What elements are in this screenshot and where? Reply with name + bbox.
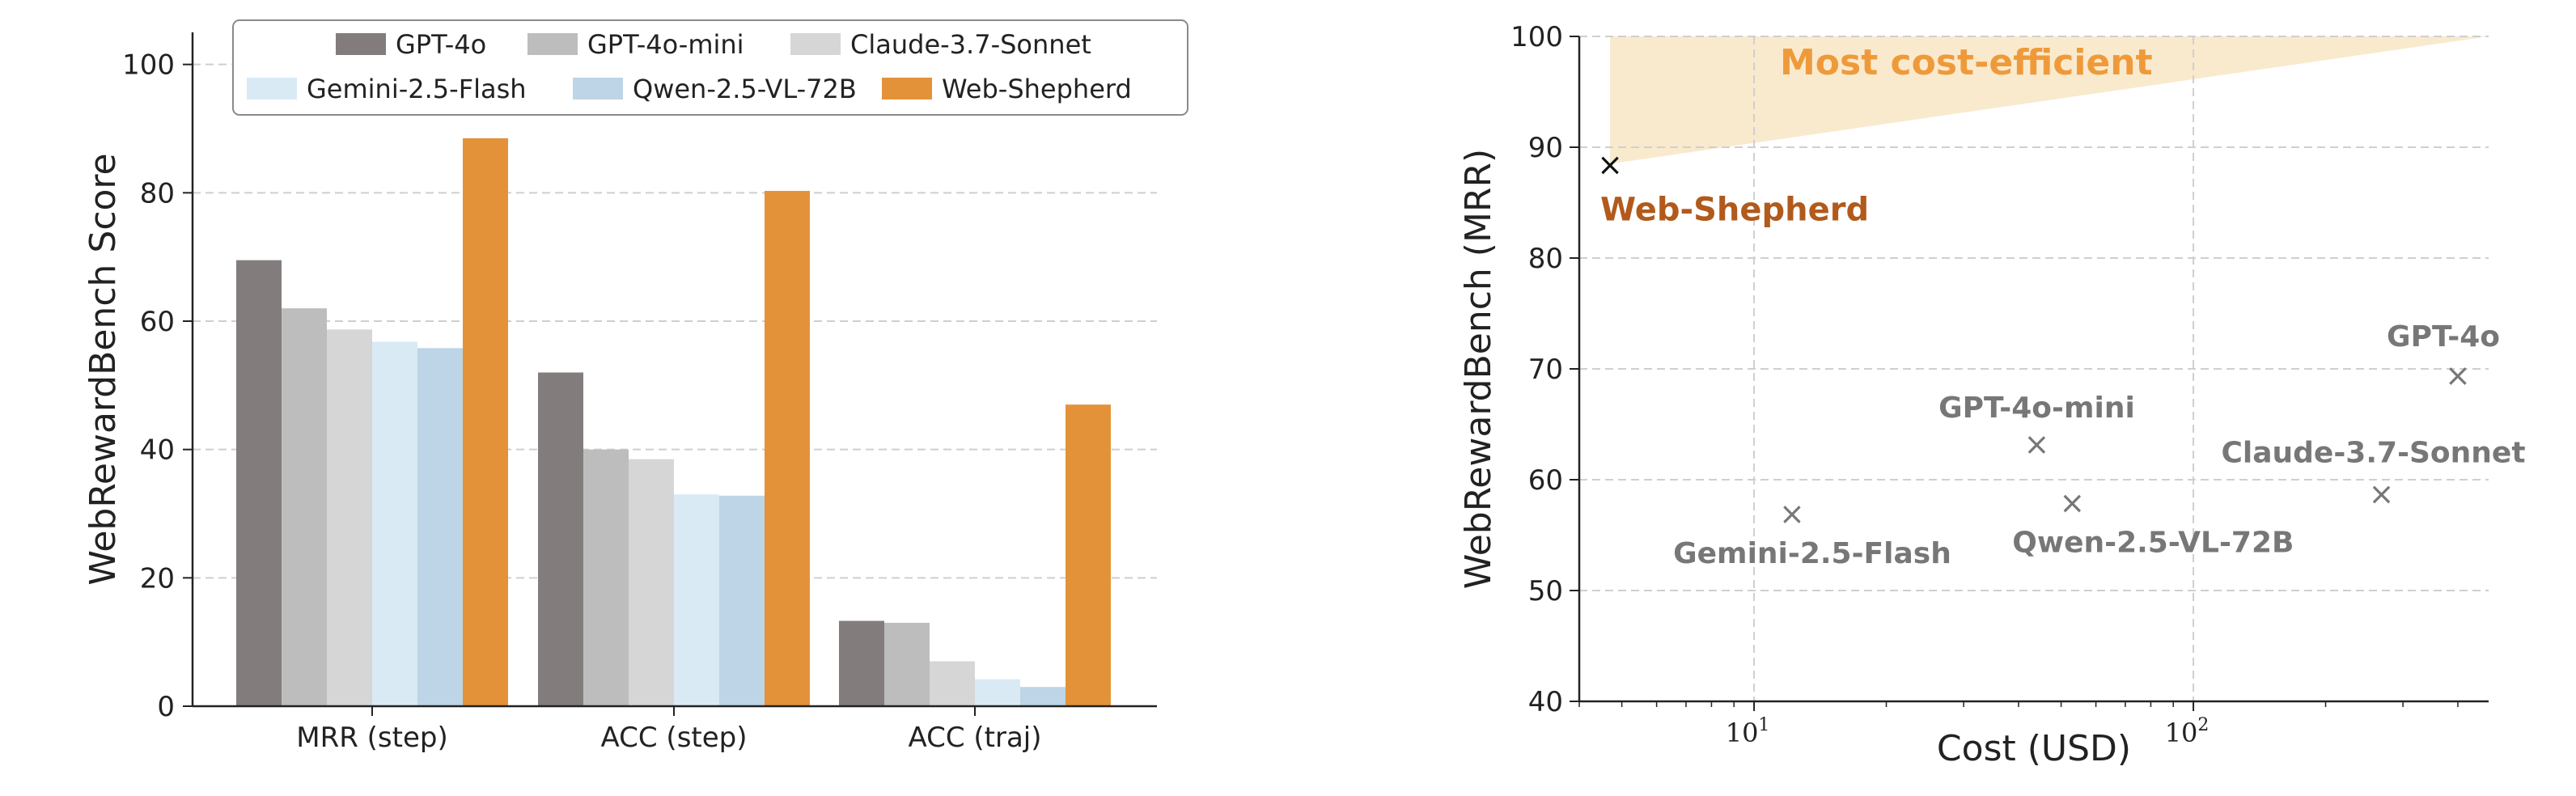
point-label-gpt-4o: GPT-4o: [2387, 320, 2500, 354]
marker-gpt-4o: ×: [2445, 358, 2471, 393]
bar-gemini-2-5-flash-mrr-step: [372, 341, 417, 706]
marker-gpt-4o-mini: ×: [2024, 426, 2050, 462]
legend: GPT-4o GPT-4o-mini Claude-3.7-Sonnet Gemini…: [232, 19, 1188, 116]
bar-gpt-4o-mini-acc-step: [583, 449, 629, 706]
y-tick-label: 40: [140, 434, 175, 467]
legend-swatch-web-shepherd: [882, 78, 932, 100]
x-tick-label: 101: [1726, 715, 1770, 748]
y-tick-label: 100: [1510, 21, 1563, 53]
y-tick-label: 70: [1528, 354, 1563, 386]
bar-claude-3-7-sonnet-mrr-step: [327, 329, 372, 706]
highlight-label: Most cost-efficient: [1780, 42, 2153, 83]
y-tick-label: 50: [1528, 575, 1563, 608]
y-axis-title: WebRewardBench Score: [83, 153, 124, 585]
bar-gemini-2-5-flash-acc-traj: [975, 679, 1020, 706]
x-axis-title: Cost (USD): [1937, 728, 2131, 769]
point-label-gemini-2-5-flash: Gemini-2.5-Flash: [1673, 537, 1951, 570]
x-tick-label-acc-step: ACC (step): [600, 722, 747, 754]
y-tick-label: 20: [140, 562, 175, 595]
point-label-web-shepherd: Web-Shepherd: [1600, 192, 1869, 229]
x-tick-label: 102: [2165, 715, 2210, 748]
legend-label-gpt-4o-mini: GPT-4o-mini: [587, 29, 744, 60]
bar-claude-3-7-sonnet-acc-traj: [930, 661, 975, 706]
marker-gemini-2-5-flash: ×: [1779, 496, 1805, 531]
bar-qwen-2-5-vl-72b-acc-step: [719, 495, 765, 706]
x-tick-base: 10: [1726, 718, 1759, 748]
x-tick-base: 10: [2165, 718, 2198, 748]
y-tick-label: 100: [122, 49, 175, 82]
x-tick-exponent: 1: [1758, 715, 1769, 735]
legend-swatch-gpt-4o-mini: [527, 33, 578, 55]
legend-label-gpt-4o: GPT-4o: [396, 29, 486, 60]
bar-web-shepherd-acc-step: [765, 190, 810, 706]
y-tick-label: 60: [1528, 464, 1563, 497]
point-label-claude-3-7-sonnet: Claude-3.7-Sonnet: [2221, 436, 2525, 469]
bar-web-shepherd-mrr-step: [463, 138, 508, 706]
x-tick-exponent: 2: [2197, 715, 2209, 735]
y-tick-label: 40: [1528, 686, 1563, 718]
y-tick-label: 80: [140, 177, 175, 210]
x-tick-label-acc-traj: ACC (traj): [908, 722, 1041, 754]
bar-qwen-2-5-vl-72b-acc-traj: [1020, 687, 1066, 706]
y-tick-label: 80: [1528, 243, 1563, 275]
legend-swatch-gpt-4o: [336, 33, 386, 55]
bar-gemini-2-5-flash-acc-step: [674, 494, 719, 706]
marker-qwen-2-5-vl-72b: ×: [2059, 485, 2085, 520]
y-tick-label: 90: [1528, 132, 1563, 164]
y-axis-title: WebRewardBench (MRR): [1458, 149, 1499, 589]
point-label-qwen-2-5-vl-72b: Qwen-2.5-VL-72B: [2012, 526, 2294, 559]
legend-label-qwen-2-5-vl-72b: Qwen-2.5-VL-72B: [633, 74, 857, 104]
legend-label-gemini-2-5-flash: Gemini-2.5-Flash: [307, 74, 527, 104]
cost-efficient-region: [1610, 36, 2489, 164]
marker-claude-3-7-sonnet: ×: [2369, 476, 2395, 511]
bar-gpt-4o-mini-mrr-step: [282, 308, 327, 706]
bar-web-shepherd-acc-traj: [1066, 404, 1111, 706]
legend-label-claude-3-7-sonnet: Claude-3.7-Sonnet: [850, 29, 1091, 60]
bar-gpt-4o-mrr-step: [236, 260, 282, 707]
bar-gpt-4o-acc-step: [538, 372, 583, 706]
legend-label-web-shepherd: Web-Shepherd: [942, 74, 1132, 104]
legend-box: [232, 19, 1188, 116]
y-tick-label: 0: [157, 691, 175, 723]
bar-qwen-2-5-vl-72b-mrr-step: [417, 348, 463, 706]
legend-swatch-gemini-2-5-flash: [247, 78, 297, 100]
legend-swatch-qwen-2-5-vl-72b: [573, 78, 623, 100]
point-label-gpt-4o-mini: GPT-4o-mini: [1938, 392, 2135, 425]
bar-gpt-4o-mini-acc-traj: [884, 622, 930, 706]
bar-chart-webrewardbench-score: 0 20 40 60 80 100 MRR (step) ACC (step) ACC (tra…: [83, 19, 1188, 754]
legend-swatch-claude-3-7-sonnet: [790, 33, 841, 55]
y-tick-label: 60: [140, 306, 175, 338]
marker-web-shepherd: ×: [1597, 147, 1623, 183]
x-tick-label-mrr-step: MRR (step): [296, 722, 447, 754]
bar-claude-3-7-sonnet-acc-step: [629, 459, 674, 706]
bar-gpt-4o-acc-traj: [839, 620, 884, 706]
